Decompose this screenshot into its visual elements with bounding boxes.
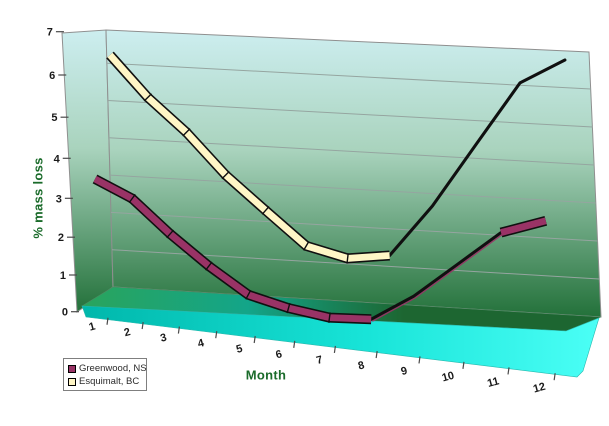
ribbon-edge-line [388,58,567,258]
x-tick [507,367,510,375]
ribbon-face [500,217,547,236]
ribbon-joint [328,312,331,323]
x-tick [215,331,218,339]
x-tick-label: 3 [159,332,168,345]
legend-item-0: Greenwood, NS [68,362,147,375]
gridline [107,100,593,128]
ribbon-joint [128,193,136,204]
y-tick-label: 6 [49,70,55,82]
x-tick-label: 9 [400,365,409,378]
back-wall [105,29,602,318]
plot-area [61,29,602,378]
gridline [110,211,598,242]
floor-front-face [81,305,600,378]
y-tick-label: 1 [60,270,66,282]
x-tick [106,317,109,325]
ribbon-joint [286,302,291,314]
x-tick-label: 10 [441,370,456,385]
x-tick-label: 12 [532,381,547,396]
legend-item-1: Esquimalt, BC [68,375,142,388]
x-axis: 1 2 3 4 5 6 7 8 9 10 11 12 [88,317,556,396]
y-tick-label: 7 [47,27,53,39]
ribbon-color-glint [371,234,503,322]
x-tick-label: 4 [196,337,206,350]
ribbon-edge-line [369,231,503,321]
ribbon-face [93,175,372,323]
x-tick [553,373,556,381]
gridline [109,174,596,204]
side-wall [61,29,114,313]
ribbon-joint [303,241,310,251]
ribbon-joint [166,229,175,239]
y-tick-label: 3 [56,193,62,205]
series-greenwood-ns [92,174,548,325]
ribbon-joint [182,128,191,137]
legend-label: Greenwood, NS [79,363,147,374]
y-tick-label: 5 [51,112,57,124]
x-tick-label: 6 [274,348,283,361]
x-tick-label: 7 [315,354,324,367]
x-tick-label: 11 [486,375,500,390]
x-tick [418,356,421,364]
ribbon-joint [245,289,252,300]
x-axis-title: Month [245,367,287,383]
series-esquimalt-bc [106,51,567,264]
ribbon-joint [221,170,230,180]
x-tick [462,361,465,369]
ribbon-joint [143,93,153,102]
x-tick-label: 5 [235,343,244,356]
ribbon-joint [205,261,213,271]
x-tick [375,351,378,359]
y-tick-label: 2 [58,232,64,244]
x-tick [333,345,336,354]
x-tick [177,326,180,334]
legend-swatch [68,377,76,386]
x-tick-label: 1 [88,321,97,334]
legend: Greenwood, NS Esquimalt, BC [63,358,147,391]
x-tick-label: 2 [123,326,132,339]
x-tick [141,322,144,330]
y-tick-label: 0 [62,307,68,319]
ribbon-joint [261,206,270,215]
y-axis-title: % mass loss [30,157,46,239]
ribbon-joint [346,253,349,264]
x-tick [253,335,256,344]
gridline [106,62,591,90]
ribbon-face [107,52,390,262]
x-tick [293,340,296,348]
legend-label: Esquimalt, BC [79,376,140,387]
y-axis: 0 1 2 3 4 5 6 7 [47,27,79,319]
legend-swatch [68,364,76,373]
y-tick-label: 4 [54,153,61,165]
x-tick-label: 8 [357,359,366,372]
